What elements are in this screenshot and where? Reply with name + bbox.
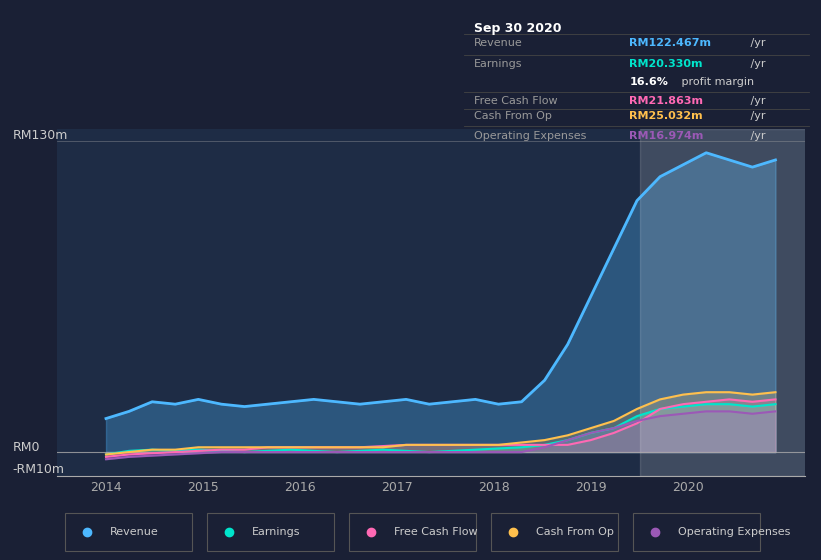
- Text: Cash From Op: Cash From Op: [475, 111, 552, 122]
- Bar: [640, 129, 821, 476]
- Text: Revenue: Revenue: [110, 527, 158, 537]
- Text: Earnings: Earnings: [475, 59, 523, 69]
- Text: -RM10m: -RM10m: [12, 463, 65, 476]
- Text: RM21.863m: RM21.863m: [630, 96, 704, 106]
- Text: profit margin: profit margin: [677, 77, 754, 87]
- Text: Earnings: Earnings: [252, 527, 300, 537]
- Text: Free Cash Flow: Free Cash Flow: [394, 527, 477, 537]
- Text: /yr: /yr: [746, 111, 765, 122]
- Text: RM20.330m: RM20.330m: [630, 59, 703, 69]
- Text: Sep 30 2020: Sep 30 2020: [475, 22, 562, 35]
- Text: RM0: RM0: [12, 441, 40, 454]
- Text: RM25.032m: RM25.032m: [630, 111, 703, 122]
- Text: RM16.974m: RM16.974m: [630, 131, 704, 141]
- Text: Operating Expenses: Operating Expenses: [475, 131, 586, 141]
- Text: Cash From Op: Cash From Op: [535, 527, 613, 537]
- Text: /yr: /yr: [746, 131, 765, 141]
- Text: Operating Expenses: Operating Expenses: [677, 527, 790, 537]
- Text: Revenue: Revenue: [475, 38, 523, 48]
- Text: /yr: /yr: [746, 38, 765, 48]
- Text: /yr: /yr: [746, 59, 765, 69]
- Text: RM130m: RM130m: [12, 129, 68, 142]
- Text: 16.6%: 16.6%: [630, 77, 668, 87]
- Text: RM122.467m: RM122.467m: [630, 38, 711, 48]
- Text: /yr: /yr: [746, 96, 765, 106]
- Text: Free Cash Flow: Free Cash Flow: [475, 96, 557, 106]
